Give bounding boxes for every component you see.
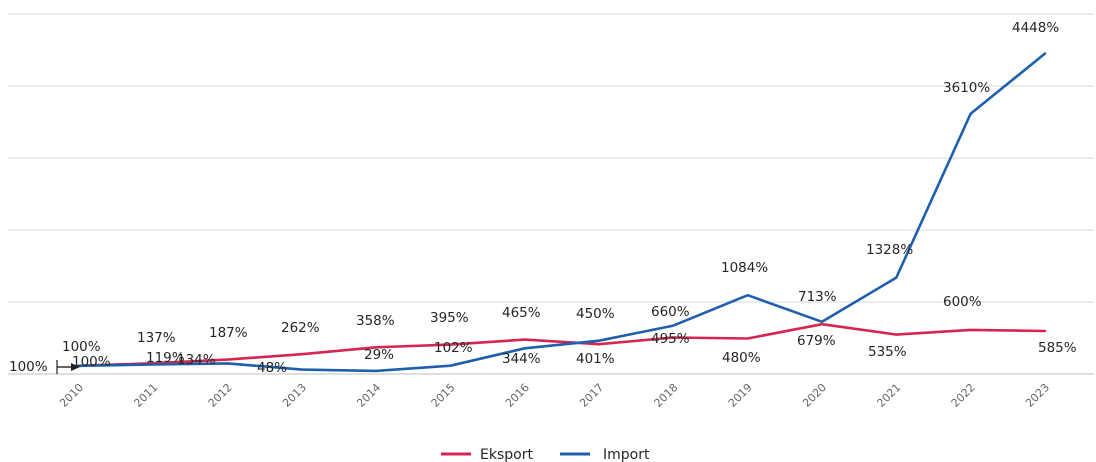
- series-line-eksport: [77, 322, 1047, 368]
- data-label-eksport: 137%: [137, 330, 176, 346]
- x-tick-label: 2016: [503, 381, 532, 410]
- data-label-eksport: 358%: [356, 313, 395, 329]
- data-label-import: 450%: [576, 306, 615, 322]
- x-tick-label: 2023: [1023, 381, 1052, 410]
- legend-label: Eksport: [480, 447, 533, 462]
- data-label-import: 29%: [364, 347, 394, 363]
- data-label-eksport: 465%: [502, 305, 541, 321]
- x-tick-label: 2022: [949, 381, 978, 410]
- series-lines: [56, 52, 1047, 374]
- data-label-import: 4448%: [1012, 20, 1059, 36]
- x-tick-label: 2018: [652, 381, 681, 410]
- data-label-import: 660%: [651, 304, 690, 320]
- data-label-import: 1084%: [721, 260, 768, 276]
- x-tick-label: 2011: [131, 381, 160, 410]
- data-label-eksport: 600%: [943, 294, 982, 310]
- x-tick-label: 2014: [354, 381, 383, 410]
- legend: Eksport Import: [441, 447, 650, 462]
- data-label-eksport: 679%: [797, 333, 836, 349]
- data-label-eksport: 262%: [281, 320, 320, 336]
- data-label-import: 48%: [257, 360, 287, 376]
- data-label-eksport: 401%: [576, 351, 615, 367]
- x-axis: 2010 2011 2012 2013 2014 2015 2016 2017 2018 2019…: [8, 373, 1094, 410]
- x-tick-label: 2019: [726, 381, 755, 410]
- x-tick-label: 2013: [280, 381, 309, 410]
- legend-item-eksport[interactable]: Eksport: [441, 447, 533, 462]
- start-marker-label: 100%: [9, 359, 48, 375]
- data-label-eksport: 187%: [209, 325, 248, 341]
- data-label-eksport: 100%: [62, 339, 101, 355]
- data-labels: 100% 137% 187% 262% 358% 395% 465% 401% 495% 480%…: [9, 20, 1077, 376]
- data-label-import: 1328%: [866, 242, 913, 258]
- x-tick-label: 2020: [800, 381, 829, 410]
- data-label-import: 102%: [434, 340, 473, 356]
- legend-item-import[interactable]: Import: [560, 447, 650, 462]
- gridlines: [8, 13, 1094, 303]
- x-tick-label: 2021: [874, 381, 903, 410]
- start-marker-arrow-head: [71, 363, 80, 371]
- data-label-import: 713%: [798, 289, 837, 305]
- x-tick-label: 2012: [206, 381, 235, 410]
- data-label-eksport: 535%: [868, 344, 907, 360]
- data-label-eksport: 495%: [651, 331, 690, 347]
- x-tick-label: 2010: [57, 381, 86, 410]
- data-label-import: 134%: [177, 352, 216, 368]
- data-label-eksport: 395%: [430, 310, 469, 326]
- series-line-import: [77, 52, 1047, 373]
- x-tick-label: 2017: [577, 381, 606, 410]
- x-tick-label: 2015: [429, 381, 458, 410]
- data-label-import: 119%: [146, 350, 185, 366]
- data-label-eksport: 585%: [1038, 340, 1077, 356]
- data-label-import: 344%: [502, 351, 541, 367]
- data-label-import: 100%: [72, 354, 111, 370]
- legend-label: Import: [603, 447, 650, 462]
- data-label-import: 3610%: [943, 80, 990, 96]
- data-label-eksport: 480%: [722, 350, 761, 366]
